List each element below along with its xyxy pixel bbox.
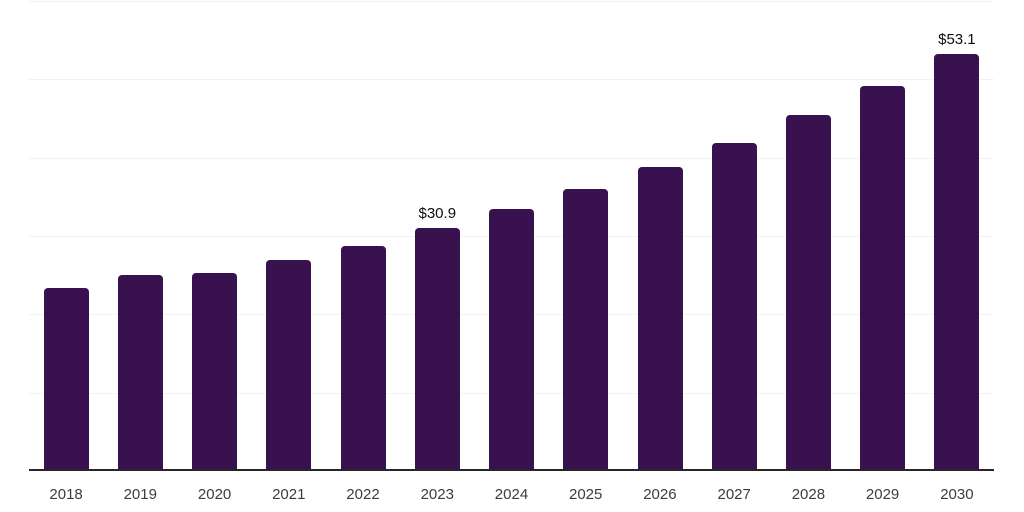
- x-tick-label-2022: 2022: [346, 486, 380, 503]
- bar-2025: [563, 188, 609, 470]
- x-tick-label-2027: 2027: [717, 486, 751, 503]
- x-tick-label-2029: 2029: [865, 486, 900, 503]
- gridline: [29, 158, 994, 159]
- bar-2021: [266, 260, 312, 470]
- data-label-2030: $53.1: [938, 31, 976, 49]
- x-axis-line: [29, 469, 994, 471]
- bar-2022: [340, 246, 386, 470]
- x-tick-label-2030: 2030: [940, 486, 974, 503]
- x-tick-label-2019: 2019: [123, 486, 157, 503]
- gridline: [29, 79, 994, 80]
- x-tick-label-2018: 2018: [49, 486, 83, 503]
- bar-2024: [489, 209, 534, 470]
- x-tick-label-2025: 2025: [569, 486, 603, 503]
- bar-2029: [860, 86, 906, 470]
- x-tick-label-2024: 2024: [494, 486, 529, 503]
- bar-2030: [934, 54, 980, 470]
- bar-2027: [711, 142, 757, 470]
- x-tick-label-2021: 2021: [272, 486, 306, 503]
- bar-2019: [117, 275, 163, 470]
- x-tick-label-2020: 2020: [197, 486, 232, 503]
- x-tick-label-2023: 2023: [420, 486, 454, 503]
- bar-2026: [637, 166, 683, 470]
- data-label-2023: $30.9: [418, 205, 457, 222]
- x-tick-label-2028: 2028: [791, 486, 826, 503]
- x-tick-label-2026: 2026: [643, 486, 677, 503]
- bar-2020: [192, 273, 238, 470]
- bar-2023: [414, 228, 460, 470]
- bar-2028: [785, 115, 831, 470]
- gridline: [29, 1, 994, 2]
- bar-2018: [43, 287, 89, 470]
